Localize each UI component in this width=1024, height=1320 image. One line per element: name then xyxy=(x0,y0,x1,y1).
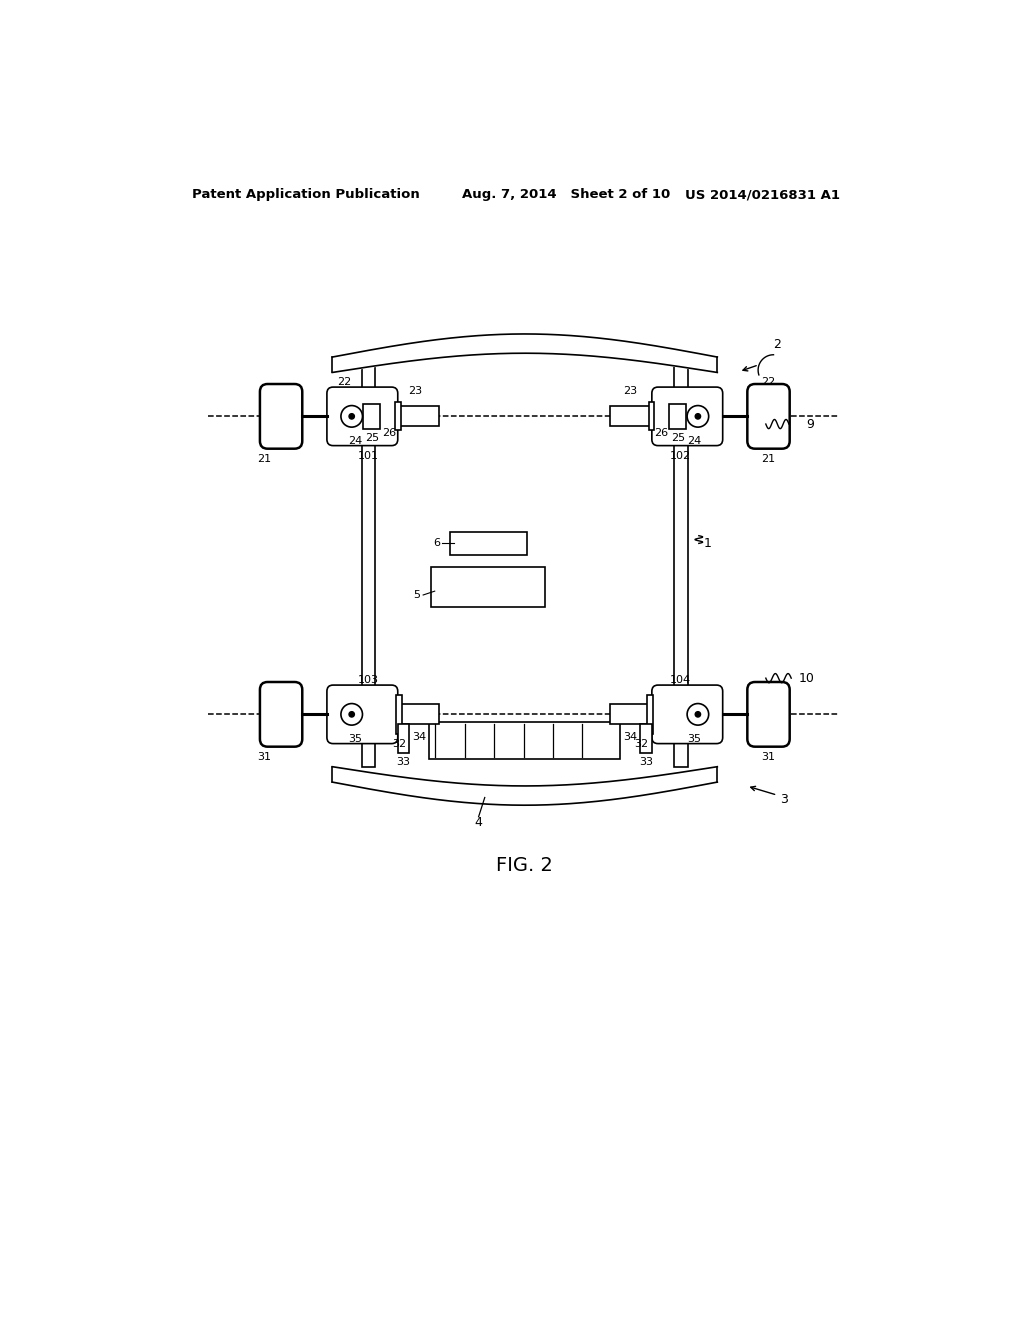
Text: 1: 1 xyxy=(705,537,712,550)
Text: 26: 26 xyxy=(382,428,396,438)
Bar xyxy=(364,404,380,429)
Circle shape xyxy=(695,711,700,717)
Text: 23: 23 xyxy=(409,385,423,396)
Bar xyxy=(397,723,410,752)
Text: 5: 5 xyxy=(414,590,421,601)
Text: FIG. 2: FIG. 2 xyxy=(497,855,553,875)
Text: 35: 35 xyxy=(687,734,701,744)
Circle shape xyxy=(349,711,354,717)
Text: 32: 32 xyxy=(634,739,648,748)
Bar xyxy=(649,403,654,430)
Text: 25: 25 xyxy=(365,433,379,444)
FancyBboxPatch shape xyxy=(327,685,397,743)
Circle shape xyxy=(687,704,709,725)
Text: 22: 22 xyxy=(338,376,352,387)
Text: 25: 25 xyxy=(671,433,685,444)
Bar xyxy=(395,403,400,430)
Bar xyxy=(396,696,402,734)
Text: 4: 4 xyxy=(475,816,482,829)
Circle shape xyxy=(341,704,362,725)
Text: 101: 101 xyxy=(358,451,379,462)
Text: 2: 2 xyxy=(773,338,781,351)
Text: 22: 22 xyxy=(761,376,775,387)
FancyBboxPatch shape xyxy=(748,682,790,747)
Text: 3: 3 xyxy=(779,793,787,807)
Text: 23: 23 xyxy=(624,385,637,396)
Text: 24: 24 xyxy=(687,436,701,446)
Bar xyxy=(361,358,376,767)
Text: 32: 32 xyxy=(392,739,407,748)
Bar xyxy=(399,705,439,725)
FancyBboxPatch shape xyxy=(652,685,723,743)
Text: 102: 102 xyxy=(670,451,691,462)
Text: 33: 33 xyxy=(396,758,411,767)
Bar xyxy=(610,705,650,725)
Text: 26: 26 xyxy=(654,428,668,438)
Text: 9: 9 xyxy=(807,417,814,430)
Bar xyxy=(610,407,650,426)
Bar xyxy=(431,566,545,607)
Bar xyxy=(429,722,621,759)
Text: 31: 31 xyxy=(258,751,271,762)
FancyBboxPatch shape xyxy=(748,384,790,449)
FancyBboxPatch shape xyxy=(327,387,397,446)
Text: 34: 34 xyxy=(413,733,426,742)
Bar xyxy=(451,532,527,554)
Text: Patent Application Publication: Patent Application Publication xyxy=(193,187,420,201)
Text: 6: 6 xyxy=(433,539,439,548)
FancyBboxPatch shape xyxy=(260,682,302,747)
Bar xyxy=(670,404,686,429)
Text: 103: 103 xyxy=(358,675,379,685)
Bar xyxy=(674,358,688,767)
Circle shape xyxy=(341,405,362,428)
Text: 24: 24 xyxy=(348,436,362,446)
Text: 21: 21 xyxy=(257,454,271,463)
Text: 21: 21 xyxy=(761,454,775,463)
Text: 35: 35 xyxy=(348,734,362,744)
Text: US 2014/0216831 A1: US 2014/0216831 A1 xyxy=(685,187,840,201)
Bar xyxy=(640,723,652,752)
FancyBboxPatch shape xyxy=(260,384,302,449)
Text: 34: 34 xyxy=(624,733,637,742)
Text: 33: 33 xyxy=(639,758,652,767)
FancyBboxPatch shape xyxy=(652,387,723,446)
Text: 31: 31 xyxy=(761,751,775,762)
Circle shape xyxy=(349,413,354,418)
Bar xyxy=(399,407,439,426)
Text: 104: 104 xyxy=(670,675,691,685)
Text: 10: 10 xyxy=(799,672,814,685)
Bar xyxy=(647,696,653,734)
Text: Aug. 7, 2014   Sheet 2 of 10: Aug. 7, 2014 Sheet 2 of 10 xyxy=(462,187,670,201)
Circle shape xyxy=(695,413,700,418)
Circle shape xyxy=(687,405,709,428)
